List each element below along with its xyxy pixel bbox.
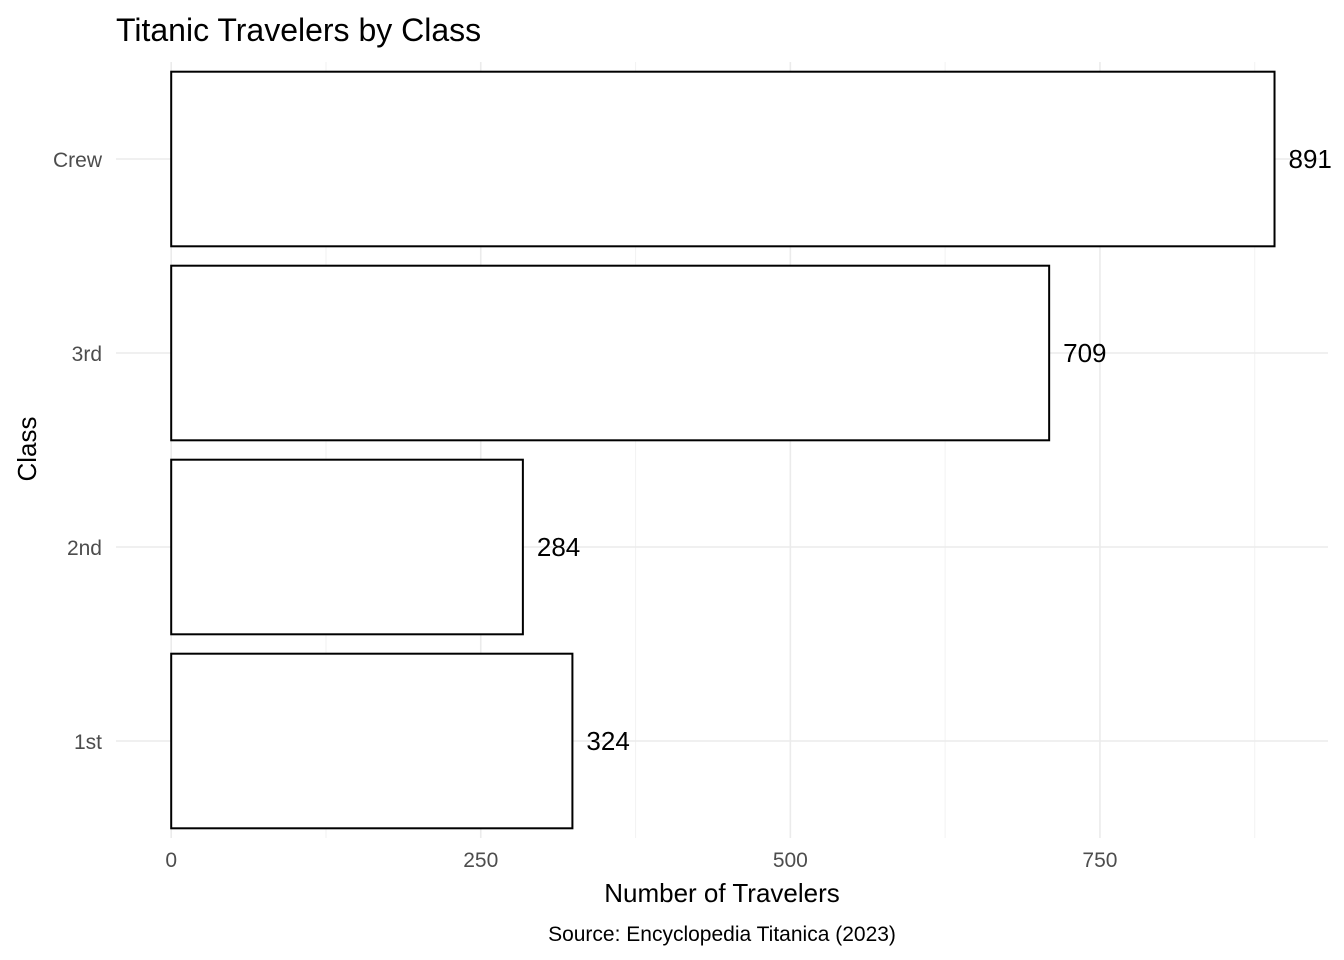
value-label-2nd: 284 — [537, 532, 580, 562]
y-tick-label: 2nd — [67, 537, 102, 560]
value-label-1st: 324 — [586, 726, 629, 756]
bars — [170, 70, 1276, 830]
value-labels: 324 284 709 891 — [537, 144, 1332, 756]
y-tick-labels: 1st 2nd 3rd Crew — [53, 149, 103, 754]
value-label-3rd: 709 — [1063, 338, 1106, 368]
chart-title: Titanic Travelers by Class — [116, 12, 481, 48]
x-tick-label: 250 — [463, 849, 498, 872]
bar-2nd — [170, 458, 524, 636]
y-tick-label: 1st — [74, 731, 102, 754]
y-tick-label: 3rd — [72, 343, 102, 366]
x-tick-label: 750 — [1082, 849, 1117, 872]
bar-1st — [170, 652, 574, 830]
y-axis-title: Class — [12, 416, 42, 481]
bar-crew — [170, 70, 1276, 248]
x-tick-labels: 0 250 500 750 — [165, 849, 1117, 872]
chart-caption: Source: Encyclopedia Titanica (2023) — [548, 923, 896, 946]
x-tick-label: 500 — [773, 849, 808, 872]
y-tick-label: Crew — [53, 149, 103, 172]
bar-3rd — [170, 264, 1051, 442]
value-label-crew: 891 — [1289, 144, 1332, 174]
x-axis-title: Number of Travelers — [604, 878, 840, 908]
x-tick-label: 0 — [165, 849, 177, 872]
